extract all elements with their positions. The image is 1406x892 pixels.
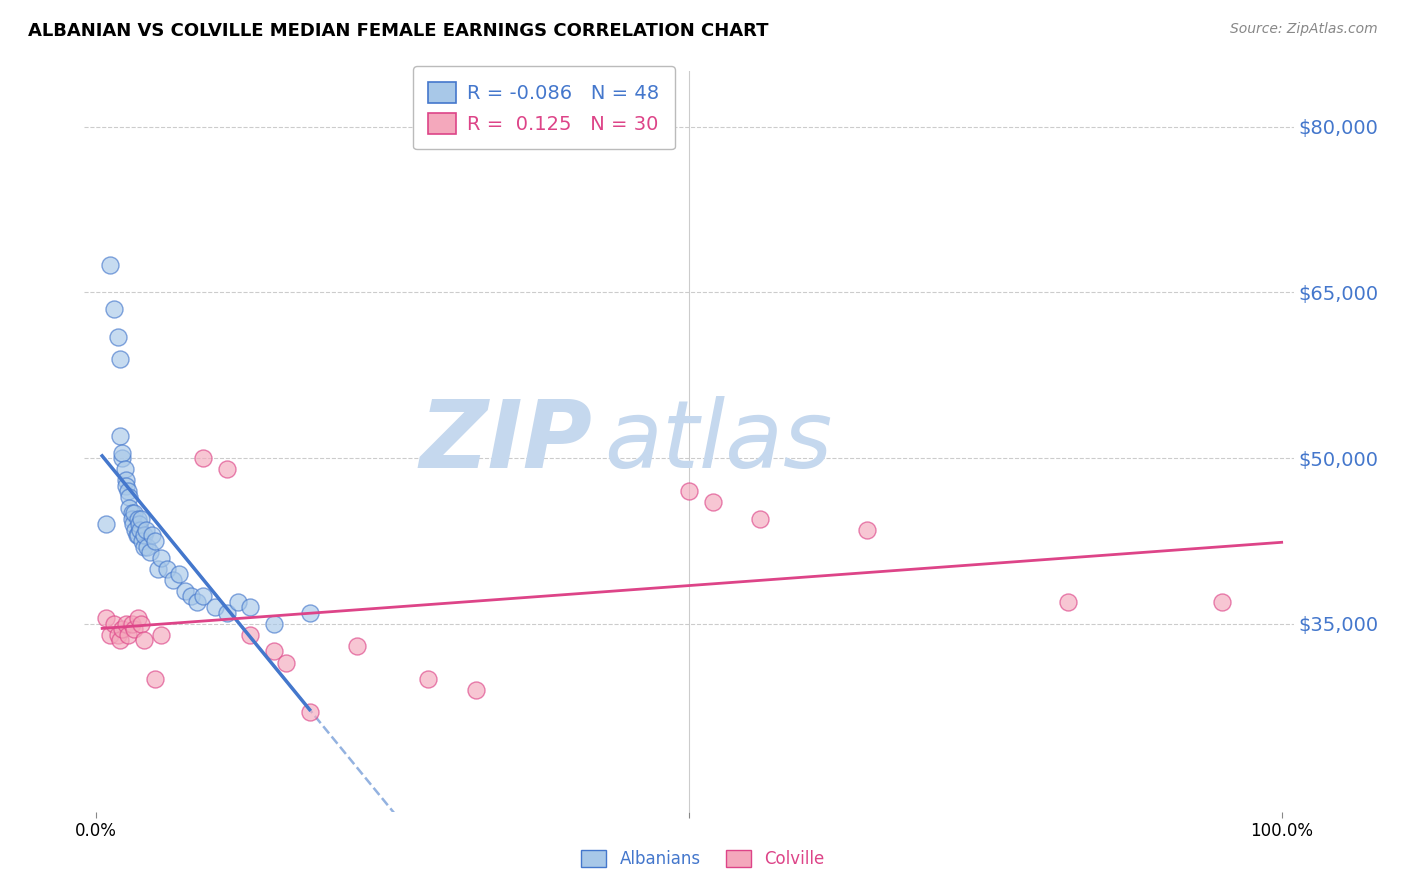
Point [132,540,155,554]
Point [138,545,160,559]
Point [127,528,149,542]
Point [111,445,134,459]
Point [115,473,138,487]
Point [346,639,368,653]
Point [228,595,250,609]
Point [118,500,141,515]
Point [239,628,262,642]
Point [145,533,167,548]
Text: Source: ZipAtlas.com: Source: ZipAtlas.com [1230,22,1378,37]
Point [129,616,152,631]
Point [136,540,159,554]
Point [115,616,138,631]
Point [132,528,155,542]
Point [107,329,129,343]
Point [678,484,700,499]
Point [121,507,143,521]
Text: ZIP: ZIP [419,395,592,488]
Point [100,258,122,272]
Point [111,451,134,466]
Point [121,616,143,631]
Point [128,517,150,532]
Point [274,656,297,670]
Point [263,644,285,658]
Point [108,351,131,366]
Point [108,429,131,443]
Text: ALBANIAN VS COLVILLE MEDIAN FEMALE EARNINGS CORRELATION CHART: ALBANIAN VS COLVILLE MEDIAN FEMALE EARNI… [28,22,769,40]
Point [215,462,238,476]
Point [131,533,153,548]
Point [145,672,167,686]
Point [117,484,139,499]
Point [121,512,143,526]
Point [855,523,877,537]
Point [127,611,149,625]
Point [135,523,157,537]
Point [749,512,772,526]
Point [118,490,141,504]
Point [125,528,148,542]
Point [298,706,321,720]
Point [239,600,262,615]
Point [122,623,145,637]
Point [111,623,134,637]
Point [191,451,214,466]
Point [127,512,149,526]
Point [103,616,125,631]
Point [464,683,486,698]
Point [162,573,184,587]
Point [122,507,145,521]
Point [117,628,139,642]
Point [94,517,117,532]
Point [180,589,202,603]
Point [298,606,321,620]
Point [100,628,122,642]
Point [702,495,724,509]
Point [150,628,173,642]
Text: atlas: atlas [605,396,832,487]
Point [215,606,238,620]
Point [122,517,145,532]
Point [174,583,197,598]
Point [146,561,169,575]
Point [1057,595,1080,609]
Point [124,523,146,537]
Point [263,616,285,631]
Point [150,550,173,565]
Point [191,589,214,603]
Point [1211,595,1233,609]
Point [103,301,125,316]
Point [418,672,440,686]
Point [132,633,155,648]
Point [129,512,152,526]
Legend: Albanians, Colville: Albanians, Colville [575,843,831,875]
Point [129,523,152,537]
Point [204,600,226,615]
Point [167,567,190,582]
Point [107,628,129,642]
Point [156,561,179,575]
Point [114,462,136,476]
Point [186,595,208,609]
Point [115,479,138,493]
Point [108,633,131,648]
Point [94,611,117,625]
Point [141,528,163,542]
Legend: R = -0.086   N = 48, R =  0.125   N = 30: R = -0.086 N = 48, R = 0.125 N = 30 [413,66,675,150]
